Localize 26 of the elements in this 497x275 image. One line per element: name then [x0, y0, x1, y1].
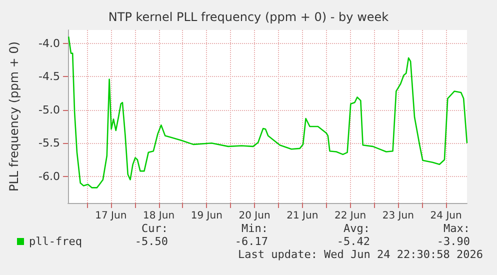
- x-tick-label: 20 Jun: [238, 210, 270, 222]
- text: Avg:: [344, 222, 370, 235]
- line-series: [68, 36, 468, 188]
- chart-title: NTP kernel PLL frequency (ppm + 0) - by week: [108, 10, 389, 24]
- x-tick-label: 24 Jun: [430, 210, 462, 222]
- y-tick-label: -4.0: [38, 36, 60, 50]
- y-tick-label: -5.0: [38, 103, 60, 116]
- x-tick-label: 22 Jun: [334, 210, 366, 222]
- text: Cur:: [142, 222, 168, 235]
- x-tick-label: 19 Jun: [190, 210, 222, 222]
- text: Max:: [444, 222, 470, 235]
- y-tick-label: -4.5: [38, 70, 60, 84]
- x-tick-label: 23 Jun: [382, 210, 414, 222]
- y-axis-title: PLL frequency (ppm + 0): [7, 41, 21, 192]
- text: -5.50: [134, 235, 168, 248]
- x-tick-label: 21 Jun: [286, 210, 318, 222]
- text: -6.17: [234, 235, 268, 248]
- text: -3.90: [436, 235, 470, 248]
- text: -5.42: [336, 235, 370, 248]
- x-tick-label: 18 Jun: [143, 210, 175, 222]
- y-tick-label: -5.5: [38, 136, 60, 150]
- text: Last update: Wed Jun 24 22:30:58 2026: [238, 248, 484, 261]
- legend-label: pll-freq: [29, 235, 82, 248]
- text: Min:: [242, 222, 268, 235]
- x-tick-label: 17 Jun: [95, 210, 127, 222]
- y-tick-label: -6.0: [38, 170, 60, 183]
